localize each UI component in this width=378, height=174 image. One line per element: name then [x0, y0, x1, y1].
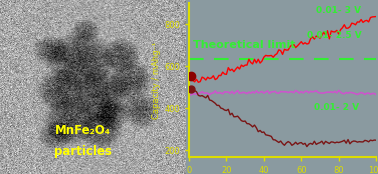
Text: 0.01- 2 V: 0.01- 2 V	[314, 104, 359, 112]
Text: 0.01- 2.5 V: 0.01- 2.5 V	[307, 31, 362, 40]
Text: 0.01- 3 V: 0.01- 3 V	[316, 6, 361, 15]
Text: MnFe₂O₄: MnFe₂O₄	[55, 124, 112, 137]
Y-axis label: Capacity / mAhg⁻¹: Capacity / mAhg⁻¹	[152, 41, 161, 119]
Text: Theoretical limit: Theoretical limit	[193, 39, 295, 50]
Text: particles: particles	[54, 145, 112, 158]
